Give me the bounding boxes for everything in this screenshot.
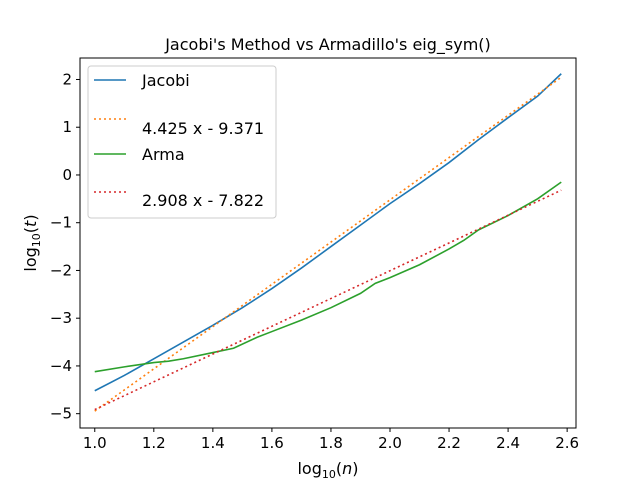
y-tick-label: 2: [62, 70, 72, 88]
legend-label-2: Arma: [142, 145, 185, 164]
y-tick-label: −4: [50, 357, 72, 375]
y-axis-label: log10(t): [21, 214, 43, 271]
x-tick-label: 1.8: [319, 434, 343, 452]
legend-label-0: Jacobi: [141, 71, 190, 90]
x-tick-label: 1.4: [201, 434, 225, 452]
series-line-1: [94, 76, 562, 412]
y-tick-label: −2: [50, 261, 72, 279]
y-tick-label: 1: [62, 118, 72, 136]
legend: Jacobi 4.425 x - 9.371 Arma 2.908 x - 7.822: [87, 65, 277, 219]
x-tick-label: 1.6: [260, 434, 284, 452]
x-tick-label: 1.0: [83, 434, 107, 452]
x-tick-label: 2.6: [555, 434, 579, 452]
y-tick-label: 0: [62, 166, 72, 184]
x-tick-label: 2.4: [496, 434, 520, 452]
y-tick-label: −3: [50, 309, 72, 327]
series-line-3: [94, 189, 562, 411]
plot-area: [94, 73, 562, 412]
legend-frame: [87, 65, 277, 219]
x-tick-label: 2.0: [378, 434, 402, 452]
axes-frame: [79, 57, 577, 429]
y-tick-label: −1: [50, 214, 72, 232]
x-tick-label: 1.2: [142, 434, 166, 452]
x-axis: 1.0 1.2 1.4 1.6 1.8 2.0 2.2 2.4 2.6: [83, 428, 579, 452]
chart-title: Jacobi's Method vs Armadillo's eig_sym(): [164, 35, 491, 55]
x-tick-label: 2.2: [437, 434, 461, 452]
legend-label-3: 2.908 x - 7.822: [142, 191, 264, 210]
y-axis: −5 −4 −3 −2 −1 0 1 2: [50, 70, 80, 423]
legend-label-1: 4.425 x - 9.371: [142, 119, 264, 138]
x-axis-label: log10(n): [297, 459, 358, 480]
series-line-0: [94, 73, 562, 392]
y-tick-label: −5: [50, 405, 72, 423]
series-line-2: [94, 181, 562, 373]
